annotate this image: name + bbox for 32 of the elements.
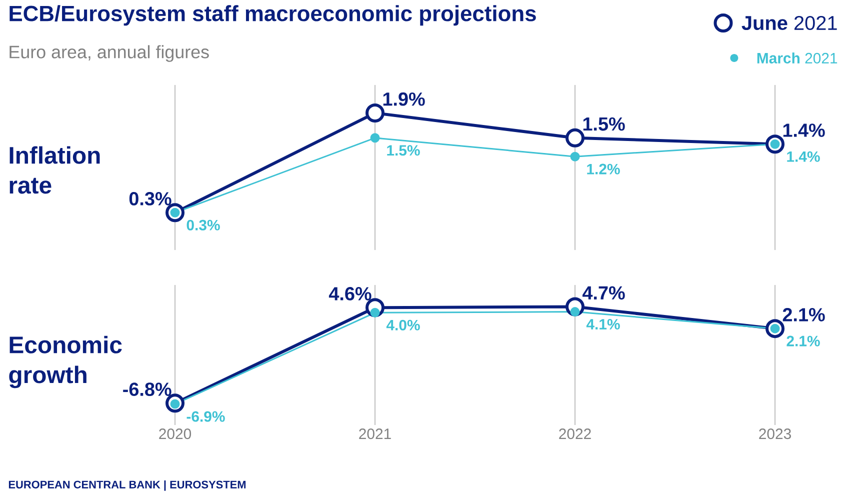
chart-subtitle: Euro area, annual figures: [10, 45, 209, 62]
data-label: 0.3%: [129, 192, 172, 206]
x-tick-label: 2023: [759, 428, 791, 440]
text: EUROPEAN CENTRAL BANK | EUROSYSTEM: [8, 480, 246, 491]
data-label: 1.5%: [583, 117, 625, 131]
y-axis-title: Economic growth: [9, 336, 122, 388]
legend-label: June 2021: [742, 16, 837, 30]
point: [366, 104, 385, 123]
data-label: -6.8%: [123, 382, 172, 396]
data-label: 1.4%: [787, 151, 820, 162]
data-label: 4.6%: [328, 287, 372, 300]
x-tick-label: 2020: [159, 428, 192, 440]
data-label: 1.9%: [383, 92, 425, 106]
data-label: 2.1%: [782, 308, 825, 322]
data-label: 4.0%: [386, 320, 420, 330]
point: [570, 307, 580, 317]
data-label: 4.7%: [582, 286, 625, 300]
data-label: 1.4%: [783, 124, 825, 137]
data-label: 2.1%: [786, 336, 820, 346]
data-label: -6.9%: [186, 411, 225, 422]
point: [370, 133, 380, 143]
chart-title: ECB/Eurosystem staff macroeconomic projections: [10, 5, 536, 26]
data-label: 1.5%: [387, 145, 420, 156]
legend-label: March 2021: [757, 52, 838, 64]
point: [570, 152, 580, 162]
data-label: 1.2%: [587, 164, 620, 174]
point: [566, 128, 585, 148]
data-label: 4.1%: [586, 319, 620, 330]
x-tick-label: 2022: [559, 428, 591, 440]
x-tick-label: 2021: [359, 428, 391, 440]
data-label: 0.3%: [186, 220, 220, 230]
y-axis-title: Inflation rate: [10, 146, 100, 194]
